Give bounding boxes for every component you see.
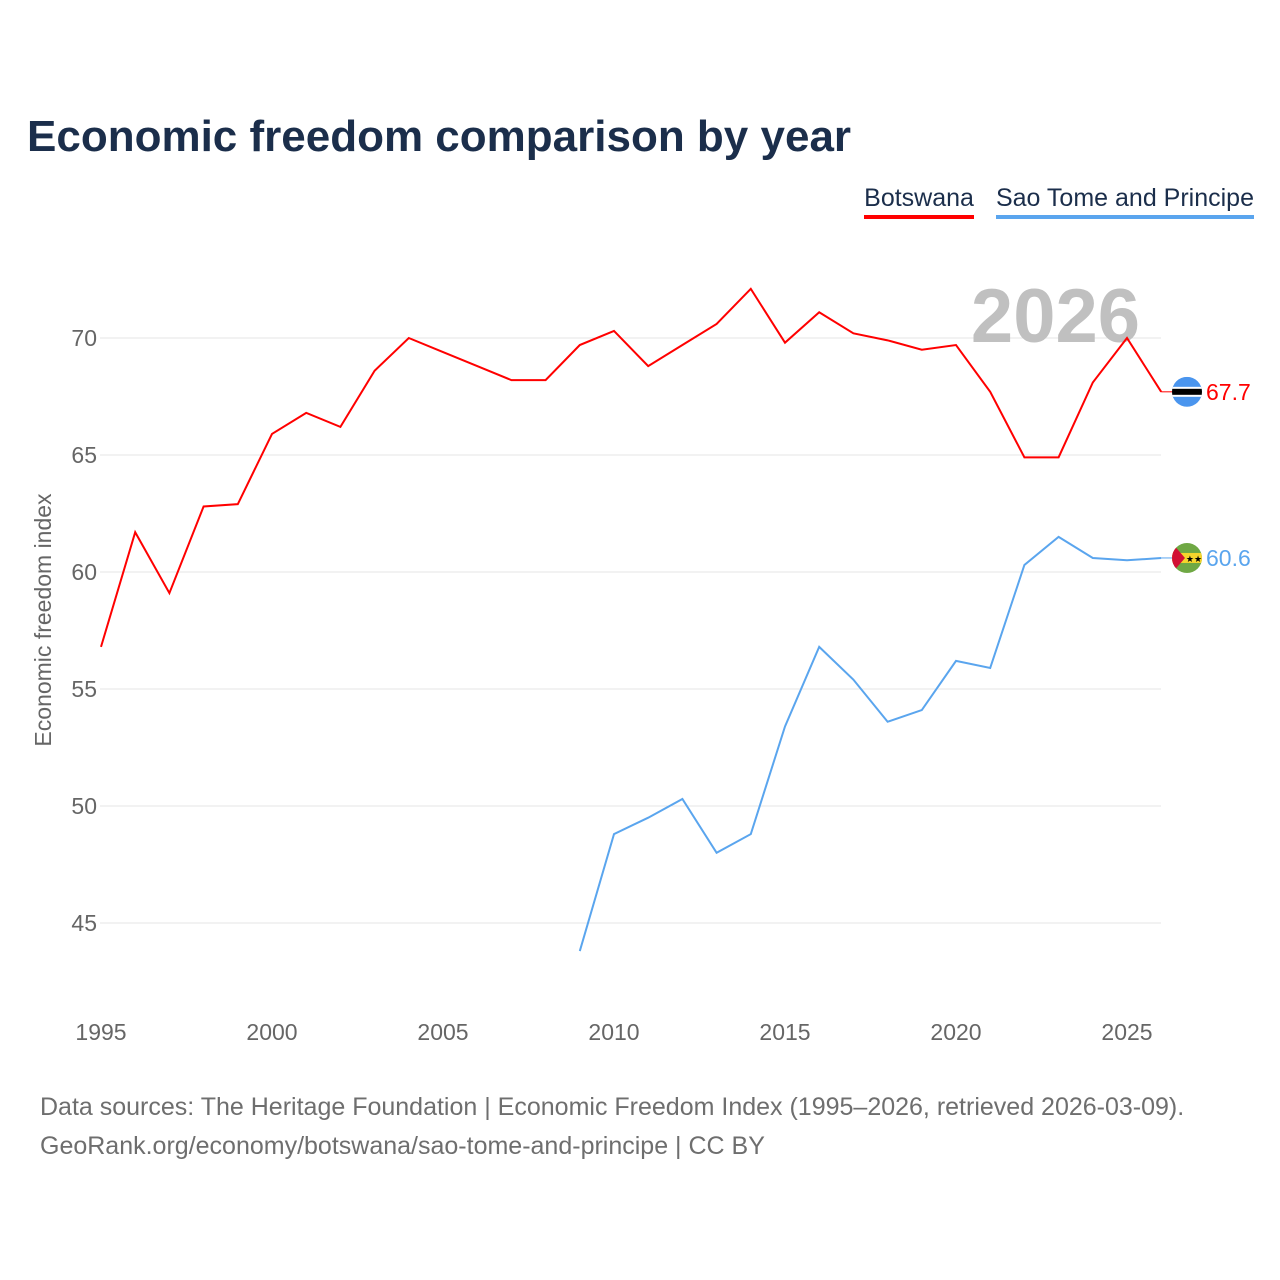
y-axis-label: Economic freedom index [30, 493, 56, 747]
series-line-botswana [100, 287, 1163, 648]
y-tick-label: 70 [71, 325, 97, 351]
x-tick-label: 2015 [759, 1019, 810, 1045]
svg-text:★★: ★★ [1186, 554, 1202, 564]
year-watermark: 2026 [971, 274, 1140, 359]
y-tick-label: 45 [71, 910, 97, 936]
y-tick-label: 50 [71, 793, 97, 819]
y-tick-label: 65 [71, 442, 97, 468]
x-tick-label: 2025 [1101, 1019, 1152, 1045]
x-tick-label: 2005 [417, 1019, 468, 1045]
legend-botswana[interactable]: Botswana [864, 184, 974, 219]
source-note: Data sources: The Heritage Foundation | … [40, 1088, 1184, 1166]
y-tick-label: 60 [71, 559, 97, 585]
x-tick-label: 2000 [246, 1019, 297, 1045]
source-line-1: Data sources: The Heritage Foundation | … [40, 1093, 1185, 1121]
source-line-2[interactable]: GeoRank.org/economy/botswana/sao-tome-an… [40, 1132, 765, 1160]
botswana-flag-icon [1172, 376, 1202, 407]
sao-tome-flag-icon: ★★ [1172, 542, 1202, 573]
x-tick-label: 2010 [588, 1019, 639, 1045]
legend-sao-tome[interactable]: Sao Tome and Principe [995, 184, 1254, 219]
end-value-label: 67.7 [1206, 379, 1251, 405]
x-tick-label: 1995 [75, 1019, 126, 1045]
x-tick-label: 2020 [930, 1019, 981, 1045]
end-value-label: 60.6 [1206, 545, 1251, 571]
y-tick-label: 55 [71, 676, 97, 702]
series-line-sao-tome [578, 535, 1162, 952]
legend: Botswana Sao Tome and Principe [864, 184, 1254, 219]
chart-title: Economic freedom comparison by year [27, 112, 852, 161]
